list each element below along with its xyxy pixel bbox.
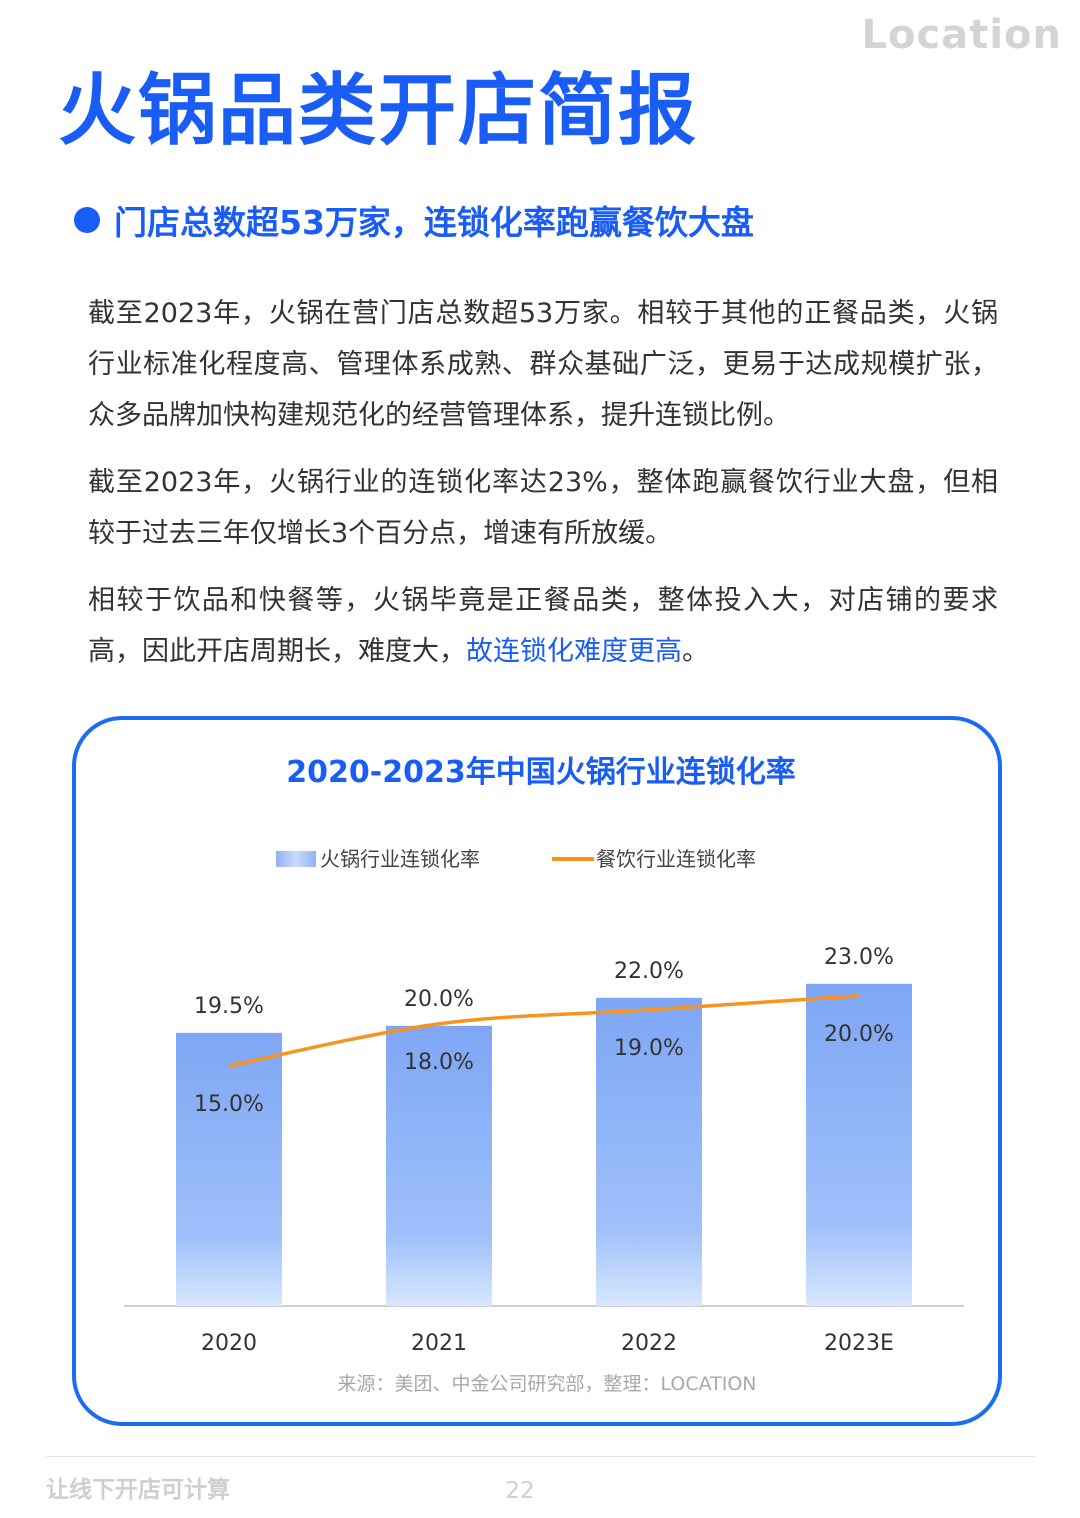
paragraph-3-text: 相较于饮品和快餐等，火锅毕竟是正餐品类，整体投入大，对店铺的要求高，因此开店周期… (88, 585, 998, 667)
location-logo: Location (861, 12, 1062, 58)
paragraph-2: 截至2023年，火锅行业的连锁化率达23%，整体跑赢餐饮行业大盘，但相较于过去三… (88, 467, 998, 549)
catering-chain-rate-line (228, 994, 860, 1068)
line-label-2021: 18.0% (404, 1050, 474, 1075)
chart-container: 2020-2023年中国火锅行业连锁化率火锅行业连锁化率 餐饮行业连锁化率 19.5… (72, 716, 1002, 1426)
paragraph-3-highlight: 故连锁化难度更高 (466, 636, 682, 667)
page-title: 火锅品类开店简报 (58, 66, 699, 156)
bar-2022 (596, 997, 702, 1306)
paragraph-1: 截至2023年，火锅在营门店总数超53万家。相较于其他的正餐品类，火锅行业标准化… (88, 298, 998, 431)
legend-bar-swatch (276, 851, 316, 867)
bar-label-2023E: 23.0% (824, 945, 894, 970)
bar-label-2020: 19.5% (194, 994, 264, 1019)
x-tick-2020: 2020 (201, 1331, 257, 1356)
paragraph-3: 相较于饮品和快餐等，火锅毕竟是正餐品类，整体投入大，对店铺的要求高，因此开店周期… (88, 575, 998, 677)
legend-label-catering: 餐饮行业连锁化率 (596, 847, 756, 871)
paragraph-3-end: 。 (682, 636, 709, 667)
bar-label-2022: 22.0% (614, 959, 684, 984)
x-tick-2023E: 2023E (824, 1331, 894, 1356)
footer-divider (46, 1456, 1036, 1457)
line-label-2023E: 20.0% (824, 1022, 894, 1047)
section-heading: 门店总数超53万家，连锁化率跑赢餐饮大盘 (74, 196, 754, 244)
footer-slogan: 让线下开店可计算 (46, 1477, 230, 1503)
bar-label-2021: 20.0% (404, 987, 474, 1012)
legend-label-hotpot: 火锅行业连锁化率 (320, 847, 480, 871)
chart-title: 2020-2023年中国火锅行业连锁化率 (286, 755, 795, 790)
page-number: 22 (505, 1478, 535, 1504)
x-tick-2022: 2022 (621, 1331, 677, 1356)
bar-2020 (176, 1032, 282, 1306)
bar-2023E (806, 983, 912, 1306)
line-label-2020: 15.0% (194, 1092, 264, 1117)
section-heading-text: 门店总数超53万家，连锁化率跑赢餐饮大盘 (114, 203, 754, 242)
chart-source: 来源：美团、中金公司研究部，整理：LOCATION (337, 1373, 756, 1395)
line-label-2022: 19.0% (614, 1036, 684, 1061)
bullet-dot-icon (74, 207, 100, 233)
body-text: 截至2023年，火锅在营门店总数超53万家。相较于其他的正餐品类，火锅行业标准化… (88, 288, 998, 693)
x-tick-2021: 2021 (411, 1331, 467, 1356)
bar-2021 (386, 1025, 492, 1306)
